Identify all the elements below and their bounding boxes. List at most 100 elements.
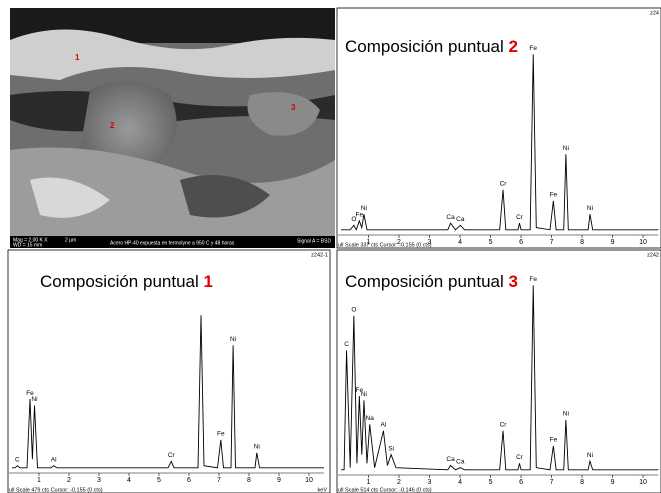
x-tick-label: 1 [367, 239, 371, 246]
title-point: 2 [509, 37, 518, 56]
peak-label: Ni [563, 411, 569, 418]
panel-code: z242 [647, 252, 659, 258]
peak-label: Fe [550, 192, 558, 199]
title-point: 1 [204, 272, 213, 291]
x-tick-label: 3 [428, 239, 432, 246]
panel-title: Composición puntual 2 [345, 37, 518, 56]
sem-bright-region [10, 29, 335, 80]
x-tick-label: 8 [580, 479, 584, 486]
peak-label: Fe [529, 276, 537, 283]
x-tick-label: 4 [458, 239, 462, 246]
peak-label: Ni [254, 444, 260, 451]
x-tick-label: 5 [489, 479, 493, 486]
peak-label: Cr [168, 452, 176, 459]
spectrum-line [12, 315, 324, 469]
title-point: 3 [509, 272, 518, 291]
x-tick-label: 5 [157, 477, 161, 484]
x-tick-label: 9 [611, 239, 615, 246]
peak-label: Fe [26, 390, 34, 397]
peak-label: O [351, 306, 356, 313]
x-tick-label: 2 [397, 239, 401, 246]
x-tick-label: 6 [187, 477, 191, 484]
sem-point-label: 1 [75, 53, 80, 62]
peak-label: C [15, 456, 20, 463]
peak-label: Cr [516, 454, 524, 461]
sem-particle [247, 92, 320, 136]
title-text: Composición puntual [345, 37, 504, 56]
peak-label: Ni [563, 145, 569, 152]
peak-label: Fe [356, 212, 364, 219]
x-tick-label: 3 [97, 477, 101, 484]
sem-lower-region [10, 147, 335, 236]
x-tick-label: 9 [277, 477, 281, 484]
title-text: Composición puntual [40, 272, 199, 291]
sem-particle [180, 175, 270, 218]
peak-label: Cr [516, 214, 524, 221]
peak-label: Ni [361, 391, 367, 398]
peak-label: Na [366, 415, 375, 422]
sem-scale: 2 µm [65, 237, 76, 243]
x-tick-label: 6 [519, 239, 523, 246]
title-text: Composición puntual [345, 272, 504, 291]
x-tick-label: 7 [550, 239, 554, 246]
panel-title: Composición puntual 3 [345, 272, 518, 291]
peak-label: C [344, 341, 349, 348]
panel-border [336, 7, 661, 249]
peak-label: Ni [31, 396, 37, 403]
sem-caption: Acero HP-40 expuesta en termolyne a 950 … [110, 240, 235, 246]
x-tick-label: 7 [217, 477, 221, 484]
x-axis-label: keV [318, 487, 328, 493]
panel-code: z242-1 [311, 252, 328, 258]
sem-point-label: 3 [291, 103, 296, 112]
peak-label: Ni [587, 205, 593, 212]
sem-signal: Signal A = BSD [297, 238, 331, 244]
peak-label: Fe [356, 387, 364, 394]
x-tick-label: 10 [639, 239, 647, 246]
spectrum-line [341, 285, 659, 471]
spectrum-line [341, 54, 659, 231]
sem-info-bar [10, 236, 335, 248]
panel-footer: ull Scale 479 cts Cursor: -0.155 (0 cts) [9, 487, 103, 493]
sem-image: 1 2 3 Mag = 2.00 K X WD = 15 mm 2 µm Ace… [10, 8, 335, 248]
peak-label: Si [388, 445, 394, 452]
x-tick-label: 2 [67, 477, 71, 484]
peak-label: Ca [456, 216, 465, 223]
x-tick-label: 7 [550, 479, 554, 486]
x-tick-label: 6 [519, 479, 523, 486]
x-tick-label: 10 [305, 477, 313, 484]
x-tick-label: 8 [247, 477, 251, 484]
peak-label: Ca [456, 458, 465, 465]
sem-particle [30, 177, 110, 218]
x-tick-label: 10 [639, 479, 647, 486]
x-tick-label: 3 [428, 479, 432, 486]
peak-label: Ca [446, 214, 455, 221]
x-tick-label: 4 [458, 479, 462, 486]
x-tick-label: 8 [580, 239, 584, 246]
panel-footer: ull Scale 337 cts Cursor: -0.155 (0 cts) [338, 242, 432, 248]
x-tick-label: 1 [37, 477, 41, 484]
x-tick-label: 9 [611, 479, 615, 486]
x-tick-label: 4 [127, 477, 131, 484]
sem-point-label: 2 [110, 121, 115, 130]
peak-label: Fe [550, 437, 558, 444]
panel-footer: ull Scale 514 cts Cursor: -0.146 (0 cts) [338, 487, 432, 493]
panel-border [7, 249, 331, 493]
peak-label: Cr [500, 421, 508, 428]
sem-magnification: Mag = 2.00 K X [13, 237, 48, 243]
x-tick-label: 5 [489, 239, 493, 246]
peak-label: O [351, 216, 356, 223]
x-tick-label: 1 [367, 479, 371, 486]
panel-title: Composición puntual 1 [40, 272, 213, 291]
peak-label: Fe [217, 431, 225, 438]
panel-code: z24 [650, 10, 659, 16]
peak-label: Al [381, 421, 387, 428]
peak-label: Cr [500, 181, 508, 188]
peak-label: Fe [529, 45, 537, 52]
sem-working-distance: WD = 15 mm [13, 242, 42, 248]
panel-border [336, 249, 661, 493]
peak-label: Ca [446, 456, 455, 463]
peak-label: Ni [587, 452, 593, 459]
peak-label: Al [51, 456, 57, 463]
peak-label: Ni [361, 205, 367, 212]
